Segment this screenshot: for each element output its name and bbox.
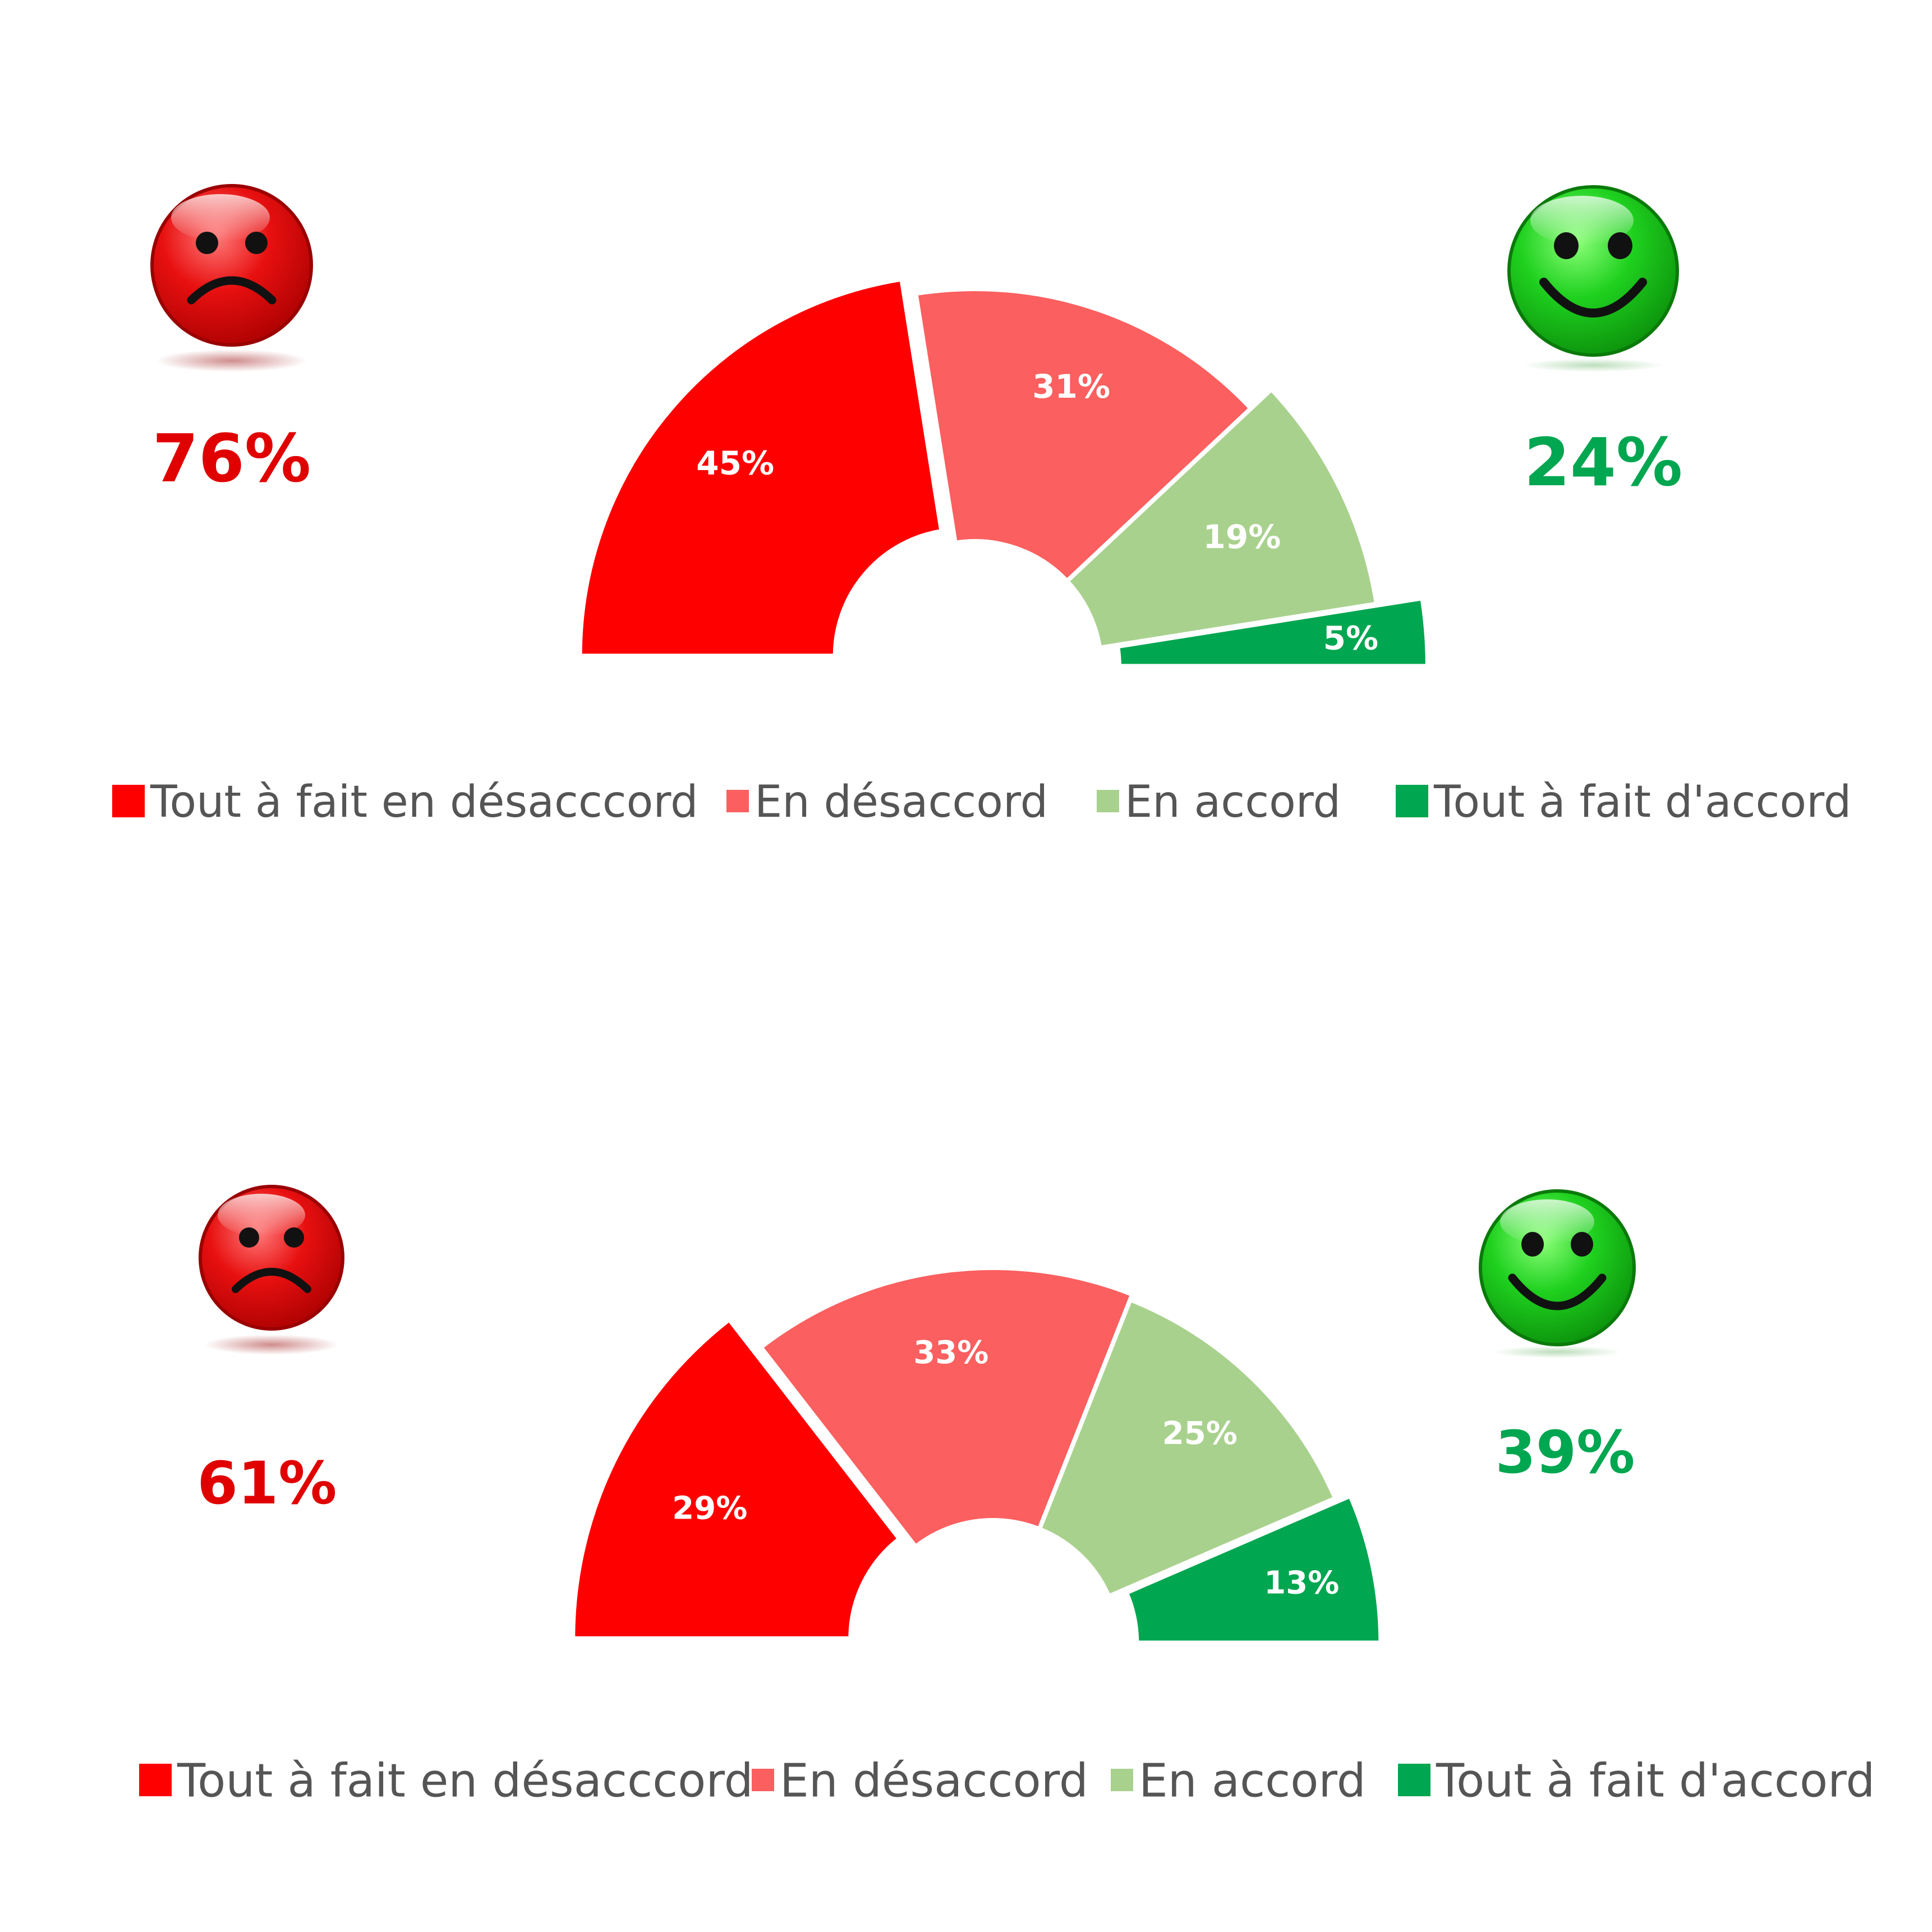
happy-face-icon: [1479, 1189, 1636, 1358]
data-label-strongly-agree: 5%: [1323, 619, 1378, 657]
segment-strongly-disagree: [571, 1316, 903, 1641]
data-label-strongly-disagree: 29%: [672, 1490, 747, 1526]
half-donut-chart-1: 45% 31% 19% 5%: [577, 277, 1430, 669]
positive-total: 39%: [1496, 1418, 1635, 1487]
legend-swatch-strongly-disagree: [139, 1764, 172, 1796]
data-label-agree: 25%: [1162, 1415, 1238, 1452]
legend-label-disagree: En désaccord: [780, 1755, 1088, 1808]
data-label-strongly-disagree: 45%: [696, 444, 774, 482]
data-label-disagree: 31%: [1032, 367, 1110, 406]
half-donut-chart-2: 29% 33% 25% 13%: [571, 1266, 1383, 1645]
legend-swatch-agree: [1097, 790, 1119, 812]
legend-label-strongly-disagree: Tout à fait en désacccord: [150, 777, 698, 827]
segment-disagree: [913, 287, 1254, 585]
data-label-agree: 19%: [1203, 518, 1281, 556]
data-label-disagree: 33%: [913, 1335, 988, 1371]
negative-total: 76%: [153, 420, 311, 497]
segment-strongly-disagree: [577, 277, 945, 659]
panel-2: 61% 39% 29% 33% 25% 13% Tout à fait en désa…: [139, 1185, 1875, 1808]
legend-label-agree: En accord: [1139, 1755, 1366, 1808]
panel-1: 76% 24% 45% 31% 19% 5% Tout à fait en désac…: [112, 184, 1851, 827]
segment-strongly-agree: [1123, 1493, 1383, 1645]
happy-face-icon: [1507, 185, 1679, 372]
sad-face-icon: [150, 184, 313, 372]
segment-disagree: [757, 1266, 1135, 1550]
legend-swatch-strongly-agree: [1398, 1764, 1430, 1796]
legend-swatch-disagree: [752, 1769, 774, 1791]
sad-face-icon: [199, 1185, 344, 1355]
legend-label-strongly-agree: Tout à fait d'accord: [1433, 777, 1851, 827]
legend-label-agree: En accord: [1125, 777, 1341, 827]
negative-total: 61%: [197, 1449, 337, 1517]
legend-label-disagree: En désaccord: [755, 777, 1048, 827]
data-label-strongly-agree: 13%: [1264, 1565, 1339, 1602]
legend-swatch-strongly-agree: [1396, 785, 1428, 817]
segment-strongly-agree: [1115, 595, 1430, 669]
segment-agree: [1036, 1296, 1338, 1599]
legend-swatch-strongly-disagree: [112, 785, 145, 817]
legend-1: Tout à fait en désacccord En désaccord En …: [112, 777, 1851, 827]
legend-2: Tout à fait en désacccord En désaccord En …: [139, 1755, 1875, 1808]
legend-swatch-disagree: [726, 790, 749, 812]
legend-swatch-agree: [1111, 1769, 1133, 1791]
segment-agree: [1064, 386, 1379, 651]
legend-label-strongly-agree: Tout à fait d'accord: [1436, 1755, 1875, 1808]
legend-label-strongly-disagree: Tout à fait en désacccord: [177, 1755, 753, 1808]
positive-total: 24%: [1524, 424, 1682, 501]
